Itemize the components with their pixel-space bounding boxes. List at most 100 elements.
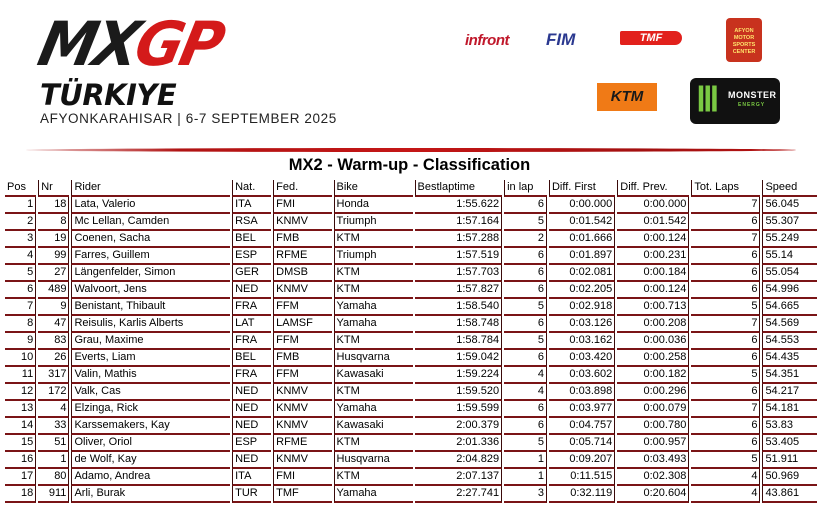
- cell-fed: FMI: [273, 469, 332, 486]
- cell-fed: RFME: [273, 435, 332, 452]
- cell-speed: 54.996: [762, 282, 817, 299]
- cell-pos: 8: [5, 316, 37, 333]
- column-header-diff-first: Diff. First: [548, 180, 616, 197]
- cell-rider: Oliver, Oriol: [71, 435, 231, 452]
- cell-rider: Benistant, Thibault: [71, 299, 231, 316]
- cell-tot-laps: 7: [691, 197, 761, 214]
- cell-diff-prev: 0:00.182: [617, 367, 690, 384]
- cell-diff-prev: 0:00.079: [617, 401, 690, 418]
- cell-nat: BEL: [232, 350, 272, 367]
- cell-tot-laps: 6: [691, 384, 761, 401]
- cell-tot-laps: 5: [691, 452, 761, 469]
- cell-tot-laps: 6: [691, 214, 761, 231]
- cell-in-lap: 5: [504, 435, 547, 452]
- cell-nr: 51: [38, 435, 70, 452]
- cell-diff-prev: 0:03.493: [617, 452, 690, 469]
- cell-nat: ITA: [232, 197, 272, 214]
- table-row: 11 317 Valin, Mathis FRA FFM Kawasaki 1:59.224…: [5, 367, 817, 384]
- cell-diff-first: 0:02.205: [548, 282, 616, 299]
- cell-tot-laps: 6: [691, 435, 761, 452]
- cell-diff-first: 0:01.897: [548, 248, 616, 265]
- cell-bestlaptime: 1:55.622: [414, 197, 503, 214]
- cell-bestlaptime: 1:58.784: [414, 333, 503, 350]
- cell-nat: FRA: [232, 333, 272, 350]
- cell-pos: 12: [5, 384, 37, 401]
- table-row: 10 26 Everts, Liam BEL FMB Husqvarna 1:59.042 6…: [5, 350, 817, 367]
- cell-nat: ESP: [232, 248, 272, 265]
- event-subtitle: AFYONKARAHISAR | 6-7 SEPTEMBER 2025: [40, 111, 337, 126]
- cell-pos: 10: [5, 350, 37, 367]
- cell-diff-prev: 0:20.604: [617, 486, 690, 503]
- cell-diff-first: 0:09.207: [548, 452, 616, 469]
- cell-bike: Yamaha: [333, 316, 413, 333]
- cell-diff-prev: 0:00.231: [617, 248, 690, 265]
- cell-in-lap: 5: [504, 299, 547, 316]
- cell-rider: Grau, Maxime: [71, 333, 231, 350]
- cell-diff-first: 0:03.420: [548, 350, 616, 367]
- monster-claw-icon: Ⅲ: [696, 81, 720, 119]
- cell-bestlaptime: 2:01.336: [414, 435, 503, 452]
- cell-diff-prev: 0:00.124: [617, 282, 690, 299]
- column-header-tot-laps: Tot. Laps: [691, 180, 761, 197]
- column-header-bike: Bike: [333, 180, 413, 197]
- column-header-fed: Fed.: [273, 180, 332, 197]
- cell-bestlaptime: 2:04.829: [414, 452, 503, 469]
- cell-in-lap: 6: [504, 316, 547, 333]
- cell-fed: KNMV: [273, 282, 332, 299]
- column-header-pos: Pos: [5, 180, 37, 197]
- cell-in-lap: 6: [504, 282, 547, 299]
- cell-nat: LAT: [232, 316, 272, 333]
- cell-tot-laps: 6: [691, 282, 761, 299]
- cell-nat: NED: [232, 418, 272, 435]
- table-row: 14 33 Karssemakers, Kay NED KNMV Kawasaki 2:00…: [5, 418, 817, 435]
- cell-tot-laps: 5: [691, 367, 761, 384]
- cell-nat: NED: [232, 384, 272, 401]
- cell-diff-first: 0:04.757: [548, 418, 616, 435]
- cell-pos: 14: [5, 418, 37, 435]
- cell-speed: 43.861: [762, 486, 817, 503]
- cell-rider: Elzinga, Rick: [71, 401, 231, 418]
- table-row: 16 1 de Wolf, Kay NED KNMV Husqvarna 2:04.829 1…: [5, 452, 817, 469]
- cell-nr: 33: [38, 418, 70, 435]
- logo-gp: GP: [128, 8, 229, 80]
- cell-in-lap: 6: [504, 401, 547, 418]
- cell-in-lap: 1: [504, 469, 547, 486]
- cell-fed: FFM: [273, 367, 332, 384]
- table-row: 17 80 Adamo, Andrea ITA FMI KTM 2:07.137 1 0:11.…: [5, 469, 817, 486]
- cell-pos: 7: [5, 299, 37, 316]
- cell-fed: LAMSF: [273, 316, 332, 333]
- cell-nat: FRA: [232, 367, 272, 384]
- cell-bike: Husqvarna: [333, 452, 413, 469]
- cell-nr: 317: [38, 367, 70, 384]
- table-row: 5 27 Längenfelder, Simon GER DMSB KTM 1:57.703…: [5, 265, 817, 282]
- cell-tot-laps: 4: [691, 469, 761, 486]
- cell-nr: 26: [38, 350, 70, 367]
- table-row: 1 18 Lata, Valerio ITA FMI Honda 1:55.622 6 0:00…: [5, 197, 817, 214]
- tmf-logo: TMF: [620, 31, 682, 45]
- monster-text: MONSTER: [728, 90, 777, 100]
- cell-bike: KTM: [333, 469, 413, 486]
- cell-nat: BEL: [232, 231, 272, 248]
- cell-fed: KNMV: [273, 214, 332, 231]
- table-row: 7 9 Benistant, Thibault FRA FFM Yamaha 1:58.54…: [5, 299, 817, 316]
- monster-energy-logo: Ⅲ MONSTER ENERGY: [690, 78, 780, 124]
- cell-pos: 17: [5, 469, 37, 486]
- cell-bestlaptime: 2:27.741: [414, 486, 503, 503]
- cell-rider: Arli, Burak: [71, 486, 231, 503]
- cell-bestlaptime: 1:57.519: [414, 248, 503, 265]
- cell-fed: FFM: [273, 333, 332, 350]
- cell-bike: Yamaha: [333, 299, 413, 316]
- cell-rider: Everts, Liam: [71, 350, 231, 367]
- cell-speed: 54.351: [762, 367, 817, 384]
- cell-in-lap: 1: [504, 452, 547, 469]
- cell-rider: Farres, Guillem: [71, 248, 231, 265]
- cell-diff-prev: 0:00.000: [617, 197, 690, 214]
- cell-bestlaptime: 1:59.042: [414, 350, 503, 367]
- cell-diff-prev: 0:00.208: [617, 316, 690, 333]
- cell-bike: KTM: [333, 282, 413, 299]
- infront-logo: infront: [465, 32, 509, 49]
- cell-bestlaptime: 2:07.137: [414, 469, 503, 486]
- table-row: 8 47 Reisulis, Karlis Alberts LAT LAMSF Yamah…: [5, 316, 817, 333]
- cell-speed: 55.307: [762, 214, 817, 231]
- cell-speed: 56.045: [762, 197, 817, 214]
